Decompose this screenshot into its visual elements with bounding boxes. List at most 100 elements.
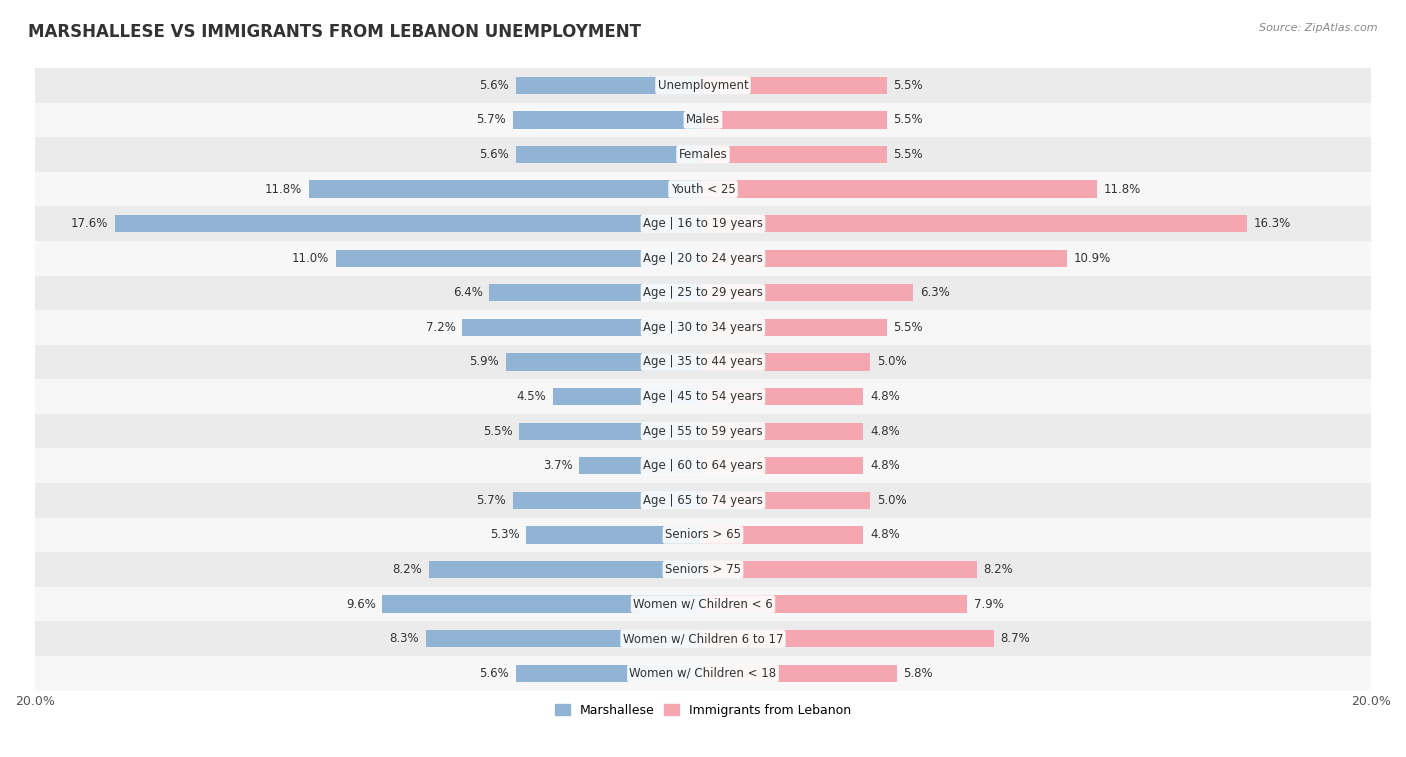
Bar: [703, 215, 1247, 232]
Text: 8.2%: 8.2%: [392, 563, 422, 576]
Text: 8.7%: 8.7%: [1000, 632, 1031, 645]
Bar: [506, 354, 703, 371]
Bar: [429, 561, 703, 578]
Text: 5.5%: 5.5%: [893, 148, 922, 161]
Bar: [489, 284, 703, 301]
Bar: [703, 76, 887, 94]
Text: 3.7%: 3.7%: [543, 459, 572, 472]
Bar: [703, 354, 870, 371]
Text: Seniors > 65: Seniors > 65: [665, 528, 741, 541]
Bar: [703, 561, 977, 578]
Text: 5.7%: 5.7%: [477, 114, 506, 126]
Text: 5.5%: 5.5%: [893, 114, 922, 126]
Bar: [553, 388, 703, 405]
Bar: [463, 319, 703, 336]
Bar: [35, 552, 1371, 587]
Bar: [35, 483, 1371, 518]
Text: Age | 25 to 29 years: Age | 25 to 29 years: [643, 286, 763, 299]
Bar: [35, 518, 1371, 552]
Bar: [35, 656, 1371, 690]
Bar: [336, 250, 703, 267]
Bar: [35, 310, 1371, 344]
Bar: [35, 137, 1371, 172]
Text: 4.8%: 4.8%: [870, 390, 900, 403]
Bar: [513, 492, 703, 509]
Text: 5.6%: 5.6%: [479, 667, 509, 680]
Bar: [35, 448, 1371, 483]
Text: 5.7%: 5.7%: [477, 494, 506, 507]
Text: 5.5%: 5.5%: [893, 321, 922, 334]
Text: Age | 35 to 44 years: Age | 35 to 44 years: [643, 356, 763, 369]
Bar: [426, 630, 703, 647]
Text: Females: Females: [679, 148, 727, 161]
Text: Age | 16 to 19 years: Age | 16 to 19 years: [643, 217, 763, 230]
Bar: [703, 250, 1067, 267]
Bar: [35, 379, 1371, 414]
Text: 5.0%: 5.0%: [877, 356, 907, 369]
Text: Age | 65 to 74 years: Age | 65 to 74 years: [643, 494, 763, 507]
Bar: [35, 68, 1371, 103]
Text: 5.5%: 5.5%: [484, 425, 513, 438]
Text: 8.3%: 8.3%: [389, 632, 419, 645]
Text: Source: ZipAtlas.com: Source: ZipAtlas.com: [1260, 23, 1378, 33]
Text: Seniors > 75: Seniors > 75: [665, 563, 741, 576]
Text: 4.8%: 4.8%: [870, 528, 900, 541]
Bar: [703, 422, 863, 440]
Text: 17.6%: 17.6%: [72, 217, 108, 230]
Text: 16.3%: 16.3%: [1254, 217, 1291, 230]
Bar: [703, 319, 887, 336]
Bar: [35, 621, 1371, 656]
Bar: [703, 596, 967, 612]
Bar: [526, 526, 703, 544]
Text: 5.9%: 5.9%: [470, 356, 499, 369]
Bar: [115, 215, 703, 232]
Text: 5.0%: 5.0%: [877, 494, 907, 507]
Text: MARSHALLESE VS IMMIGRANTS FROM LEBANON UNEMPLOYMENT: MARSHALLESE VS IMMIGRANTS FROM LEBANON U…: [28, 23, 641, 41]
Bar: [703, 492, 870, 509]
Text: Age | 30 to 34 years: Age | 30 to 34 years: [643, 321, 763, 334]
Bar: [703, 180, 1097, 198]
Text: 5.6%: 5.6%: [479, 148, 509, 161]
Bar: [309, 180, 703, 198]
Text: 4.5%: 4.5%: [516, 390, 546, 403]
Text: Age | 55 to 59 years: Age | 55 to 59 years: [643, 425, 763, 438]
Text: 11.0%: 11.0%: [291, 252, 329, 265]
Text: 6.4%: 6.4%: [453, 286, 482, 299]
Bar: [513, 111, 703, 129]
Text: Women w/ Children < 18: Women w/ Children < 18: [630, 667, 776, 680]
Bar: [703, 111, 887, 129]
Text: Youth < 25: Youth < 25: [671, 182, 735, 195]
Bar: [579, 457, 703, 475]
Text: 11.8%: 11.8%: [1104, 182, 1142, 195]
Text: 5.3%: 5.3%: [489, 528, 519, 541]
Text: 5.8%: 5.8%: [904, 667, 934, 680]
Bar: [35, 414, 1371, 448]
Bar: [703, 284, 914, 301]
Text: 5.5%: 5.5%: [893, 79, 922, 92]
Text: 5.6%: 5.6%: [479, 79, 509, 92]
Text: 7.2%: 7.2%: [426, 321, 456, 334]
Text: Unemployment: Unemployment: [658, 79, 748, 92]
Bar: [516, 146, 703, 163]
Bar: [35, 207, 1371, 241]
Text: 8.2%: 8.2%: [984, 563, 1014, 576]
Text: Women w/ Children < 6: Women w/ Children < 6: [633, 597, 773, 611]
Text: Women w/ Children 6 to 17: Women w/ Children 6 to 17: [623, 632, 783, 645]
Bar: [382, 596, 703, 612]
Bar: [519, 422, 703, 440]
Bar: [516, 665, 703, 682]
Bar: [35, 172, 1371, 207]
Bar: [703, 630, 994, 647]
Text: 10.9%: 10.9%: [1074, 252, 1111, 265]
Text: 4.8%: 4.8%: [870, 425, 900, 438]
Bar: [35, 241, 1371, 276]
Bar: [703, 665, 897, 682]
Bar: [35, 276, 1371, 310]
Text: Age | 60 to 64 years: Age | 60 to 64 years: [643, 459, 763, 472]
Bar: [703, 457, 863, 475]
Bar: [35, 103, 1371, 137]
Text: 9.6%: 9.6%: [346, 597, 375, 611]
Bar: [703, 388, 863, 405]
Legend: Marshallese, Immigrants from Lebanon: Marshallese, Immigrants from Lebanon: [550, 699, 856, 721]
Bar: [35, 344, 1371, 379]
